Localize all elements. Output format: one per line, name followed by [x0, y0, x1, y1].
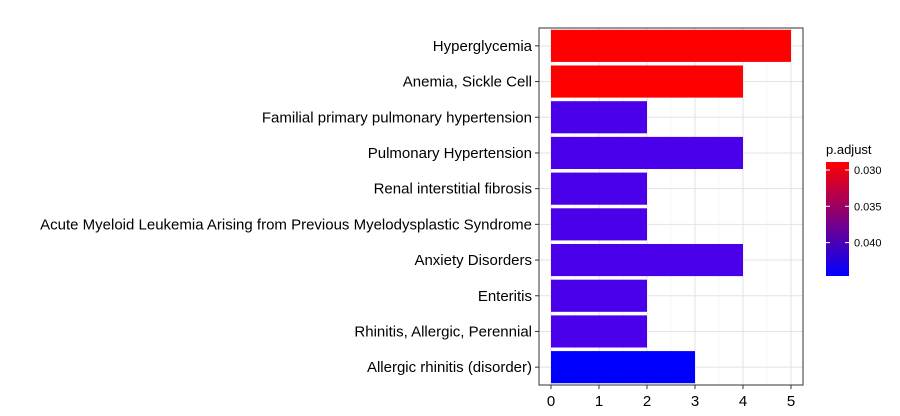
bar — [551, 65, 743, 98]
bar — [551, 279, 647, 312]
x-axis-ticks: 0 1 2 3 4 5 — [547, 385, 795, 410]
legend-colorbar — [826, 162, 849, 276]
category-label: Familial primary pulmonary hypertension — [262, 109, 532, 126]
x-tick-label: 2 — [643, 393, 651, 410]
x-tick-label: 4 — [739, 393, 747, 410]
category-label: Pulmonary Hypertension — [368, 145, 532, 162]
bar — [551, 172, 647, 205]
bars — [551, 29, 791, 384]
legend-label: 0.035 — [854, 201, 882, 213]
x-tick-label: 1 — [595, 393, 603, 410]
bar — [551, 351, 695, 384]
bar — [551, 243, 743, 277]
x-tick-label: 5 — [787, 393, 795, 410]
legend-label: 0.030 — [854, 165, 882, 177]
bar — [551, 315, 647, 348]
category-label: Enteritis — [478, 288, 532, 305]
bar — [551, 136, 743, 170]
legend-title: p.adjust — [826, 142, 872, 157]
category-label: Hyperglycemia — [433, 38, 533, 55]
x-tick-label: 3 — [691, 393, 699, 410]
bar — [551, 29, 791, 62]
x-tick-label: 0 — [547, 393, 555, 410]
category-label: Anxiety Disorders — [414, 252, 532, 269]
category-label: Allergic rhinitis (disorder) — [367, 359, 532, 376]
category-label: Rhinitis, Allergic, Perennial — [354, 323, 532, 340]
legend: p.adjust 0.030 0.035 0.040 — [826, 142, 882, 276]
legend-label: 0.040 — [854, 238, 882, 250]
legend-ticks: 0.030 0.035 0.040 — [826, 165, 882, 250]
category-label: Anemia, Sickle Cell — [403, 74, 532, 91]
y-axis-ticks: Hyperglycemia Anemia, Sickle Cell Familial… — [40, 38, 539, 376]
category-label: Acute Myeloid Leukemia Arising from Prev… — [40, 216, 532, 233]
bar — [551, 208, 647, 241]
category-label: Renal interstitial fibrosis — [374, 181, 532, 198]
bar — [551, 101, 647, 134]
panel-border — [538, 27, 804, 386]
